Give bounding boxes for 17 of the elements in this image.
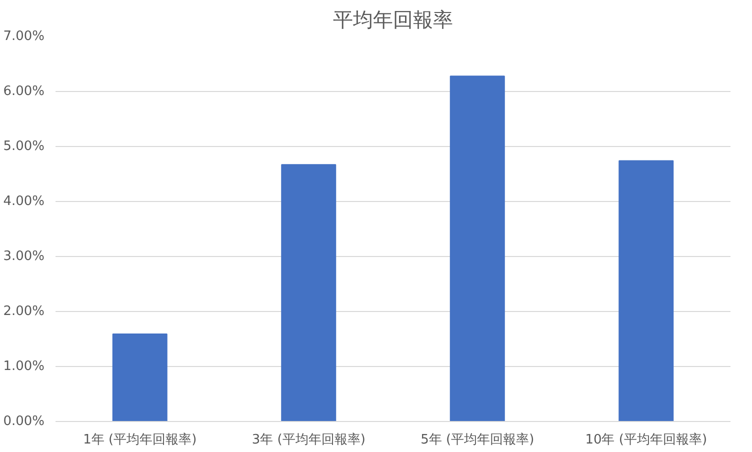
bar xyxy=(450,76,505,422)
y-tick-label: 7.00% xyxy=(3,29,45,44)
y-tick-label: 6.00% xyxy=(3,84,45,99)
y-tick-label: 4.00% xyxy=(3,194,45,209)
x-tick-label: 5年 (平均年回報率) xyxy=(420,432,534,448)
bar xyxy=(112,334,168,422)
y-tick-label: 0.00% xyxy=(3,414,45,429)
y-tick-label: 1.00% xyxy=(3,359,45,374)
chart-title: 平均年回報率 xyxy=(333,8,453,32)
y-tick-label: 3.00% xyxy=(3,249,45,264)
x-tick-label: 3年 (平均年回報率) xyxy=(252,432,366,448)
y-tick-label: 5.00% xyxy=(3,139,45,154)
y-tick-label: 2.00% xyxy=(3,304,45,319)
bar xyxy=(281,164,336,422)
bar xyxy=(618,160,674,422)
x-tick-label: 1年 (平均年回報率) xyxy=(83,432,197,448)
x-tick-label: 10年 (平均年回報率) xyxy=(585,432,708,448)
